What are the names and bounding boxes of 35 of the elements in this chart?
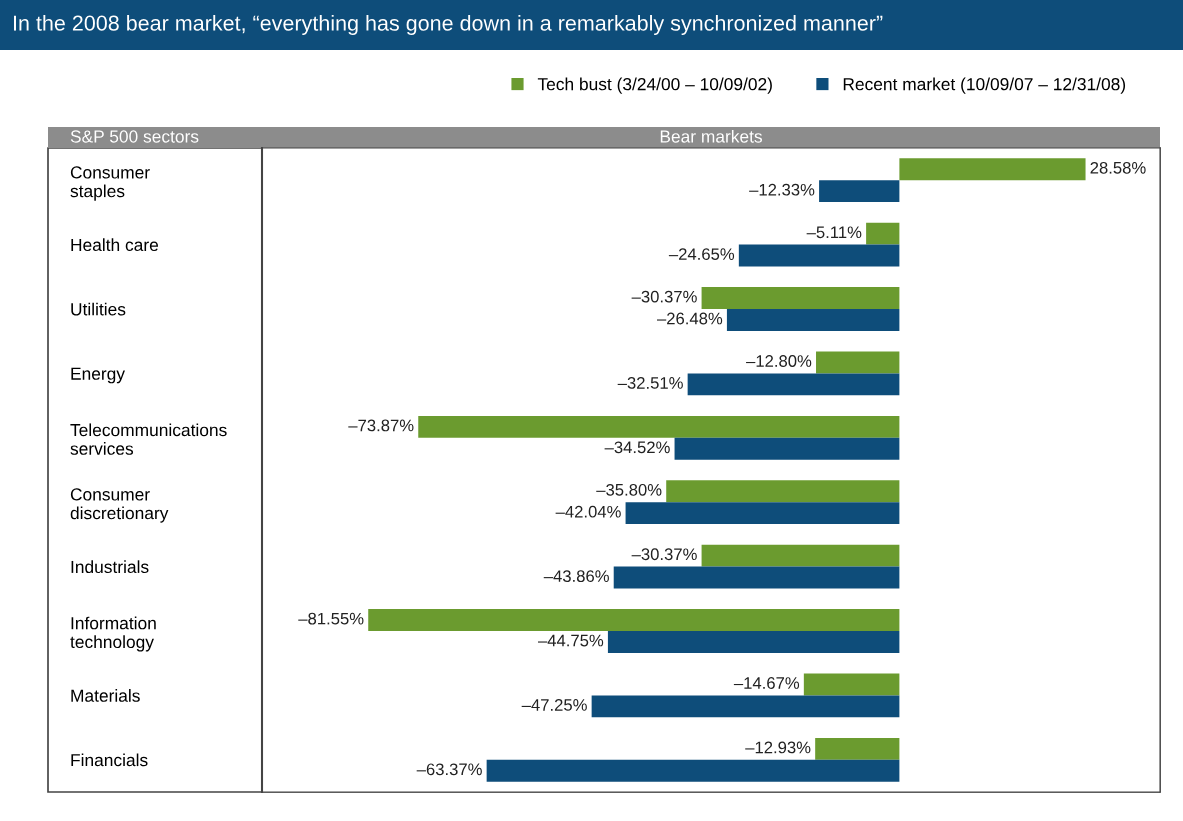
data-label: –35.80% <box>596 483 662 496</box>
y-tick-label: Materials <box>71 689 140 702</box>
y-tick-label: Telecommunications services <box>70 423 227 455</box>
data-label: –34.52% <box>604 441 670 454</box>
data-label: –26.48% <box>656 312 723 325</box>
y-tick-label: Financials <box>71 753 148 767</box>
data-label: –30.37% <box>631 290 697 303</box>
data-label: –12.93% <box>745 741 811 754</box>
y-tick-label: Health care <box>71 238 159 252</box>
data-label: –43.86% <box>543 570 609 583</box>
y-tick-label: Consumer discretionary <box>70 488 169 523</box>
data-label: –30.37% <box>631 548 697 561</box>
legend-label: Recent market (10/09/07 – 12/31/08) <box>843 77 1126 94</box>
data-label: –32.51% <box>617 377 683 389</box>
data-label: –47.25% <box>521 699 587 711</box>
data-label: –44.75% <box>537 634 604 647</box>
data-label: –24.65% <box>668 248 735 261</box>
y-tick-label: Information technology <box>70 616 156 652</box>
chart-title: In the 2008 bear market, “everything has gone down in a remarkably synchronized manner” <box>13 14 883 36</box>
y-tick-label: Consumer staples <box>70 166 150 201</box>
y-tick-label: Utilities <box>71 302 126 316</box>
y-axis-title: S&P 500 sectors <box>70 130 199 143</box>
legend-label: Tech bust (3/24/00 – 10/09/02) <box>537 77 772 94</box>
data-label: –12.80% <box>746 355 812 367</box>
data-label: –5.11% <box>806 226 862 239</box>
data-label: –12.33% <box>749 183 815 196</box>
y-tick-label: Energy <box>71 367 125 384</box>
data-label: 28.58% <box>1090 161 1146 174</box>
data-label: –14.67% <box>733 677 800 689</box>
x-axis-title: Bear markets <box>660 129 762 143</box>
data-label: –63.37% <box>416 763 482 776</box>
y-tick-label: Industrials <box>71 560 149 574</box>
data-label: –42.04% <box>555 505 621 518</box>
data-label: –81.55% <box>298 612 364 625</box>
data-label: –73.87% <box>348 419 414 432</box>
